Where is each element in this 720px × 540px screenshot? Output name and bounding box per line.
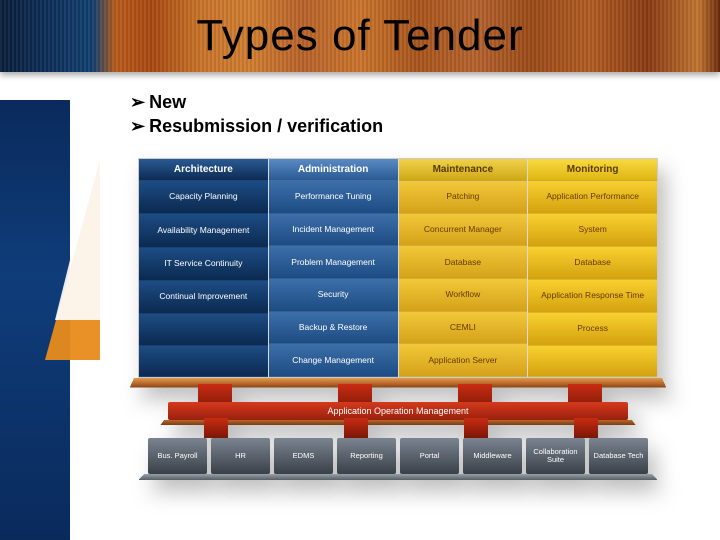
base-block: Reporting [337,438,396,474]
column-cell: Patching [399,181,528,214]
base-row: Bus. PayrollHREDMSReportingPortalMiddlew… [148,438,648,474]
column-cell: Capacity Planning [139,181,268,214]
diagram-column: MonitoringApplication PerformanceSystemD… [528,159,657,377]
architecture-diagram: ArchitectureCapacity PlanningAvailabilit… [128,158,668,498]
sidebar-white-triangle [55,140,100,320]
column-cell: System [528,214,657,247]
column-cell: IT Service Continuity [139,248,268,281]
column-cell: Process [528,313,657,346]
bullet-list: New Resubmission / verification [130,90,383,139]
column-cell: Application Server [399,344,528,377]
diagram-column: MaintenancePatchingConcurrent ManagerDat… [399,159,529,377]
base-shelf [139,474,658,480]
column-cell: Incident Management [269,214,398,247]
column-cell: Performance Tuning [269,181,398,214]
management-shelf [160,420,635,425]
column-cell: Change Management [269,344,398,377]
column-cell: Workflow [399,279,528,312]
column-header: Maintenance [399,159,528,181]
column-header: Architecture [139,159,268,181]
management-bar: Application Operation Management [168,402,628,420]
column-header: Administration [269,159,398,181]
base-block: Database Tech [589,438,648,474]
column-cell: Security [269,279,398,312]
column-header: Monitoring [528,159,657,181]
column-cell: Backup & Restore [269,312,398,345]
column-cell: Application Response Time [528,280,657,313]
sidebar-decoration [0,100,120,540]
page-title: Types of Tender [196,11,523,61]
diagram-slab: ArchitectureCapacity PlanningAvailabilit… [138,158,658,378]
pillar-lower [574,418,598,438]
title-banner: Types of Tender [0,0,720,72]
base-block: HR [211,438,270,474]
diagram-column: AdministrationPerformance TuningIncident… [269,159,399,377]
pillar-lower [464,418,488,438]
column-cell: Availability Management [139,214,268,247]
column-cell: CEMLI [399,312,528,345]
base-block: Bus. Payroll [148,438,207,474]
bullet-item: New [130,90,383,114]
bullet-item: Resubmission / verification [130,114,383,138]
column-pad [528,346,657,377]
column-cell: Concurrent Manager [399,214,528,247]
column-pad [139,346,268,377]
column-cell: Application Performance [528,181,657,214]
base-block: EDMS [274,438,333,474]
base-block: Collaboration Suite [526,438,585,474]
column-cell: Database [399,246,528,279]
diagram-column: ArchitectureCapacity PlanningAvailabilit… [139,159,269,377]
base-block: Portal [400,438,459,474]
base-block: Middleware [463,438,522,474]
pillar-lower [204,418,228,438]
column-cell: Database [528,247,657,280]
column-cell: Continual Improvement [139,281,268,314]
column-cell: Problem Management [269,246,398,279]
column-pad [139,314,268,345]
pillar-lower [344,418,368,438]
